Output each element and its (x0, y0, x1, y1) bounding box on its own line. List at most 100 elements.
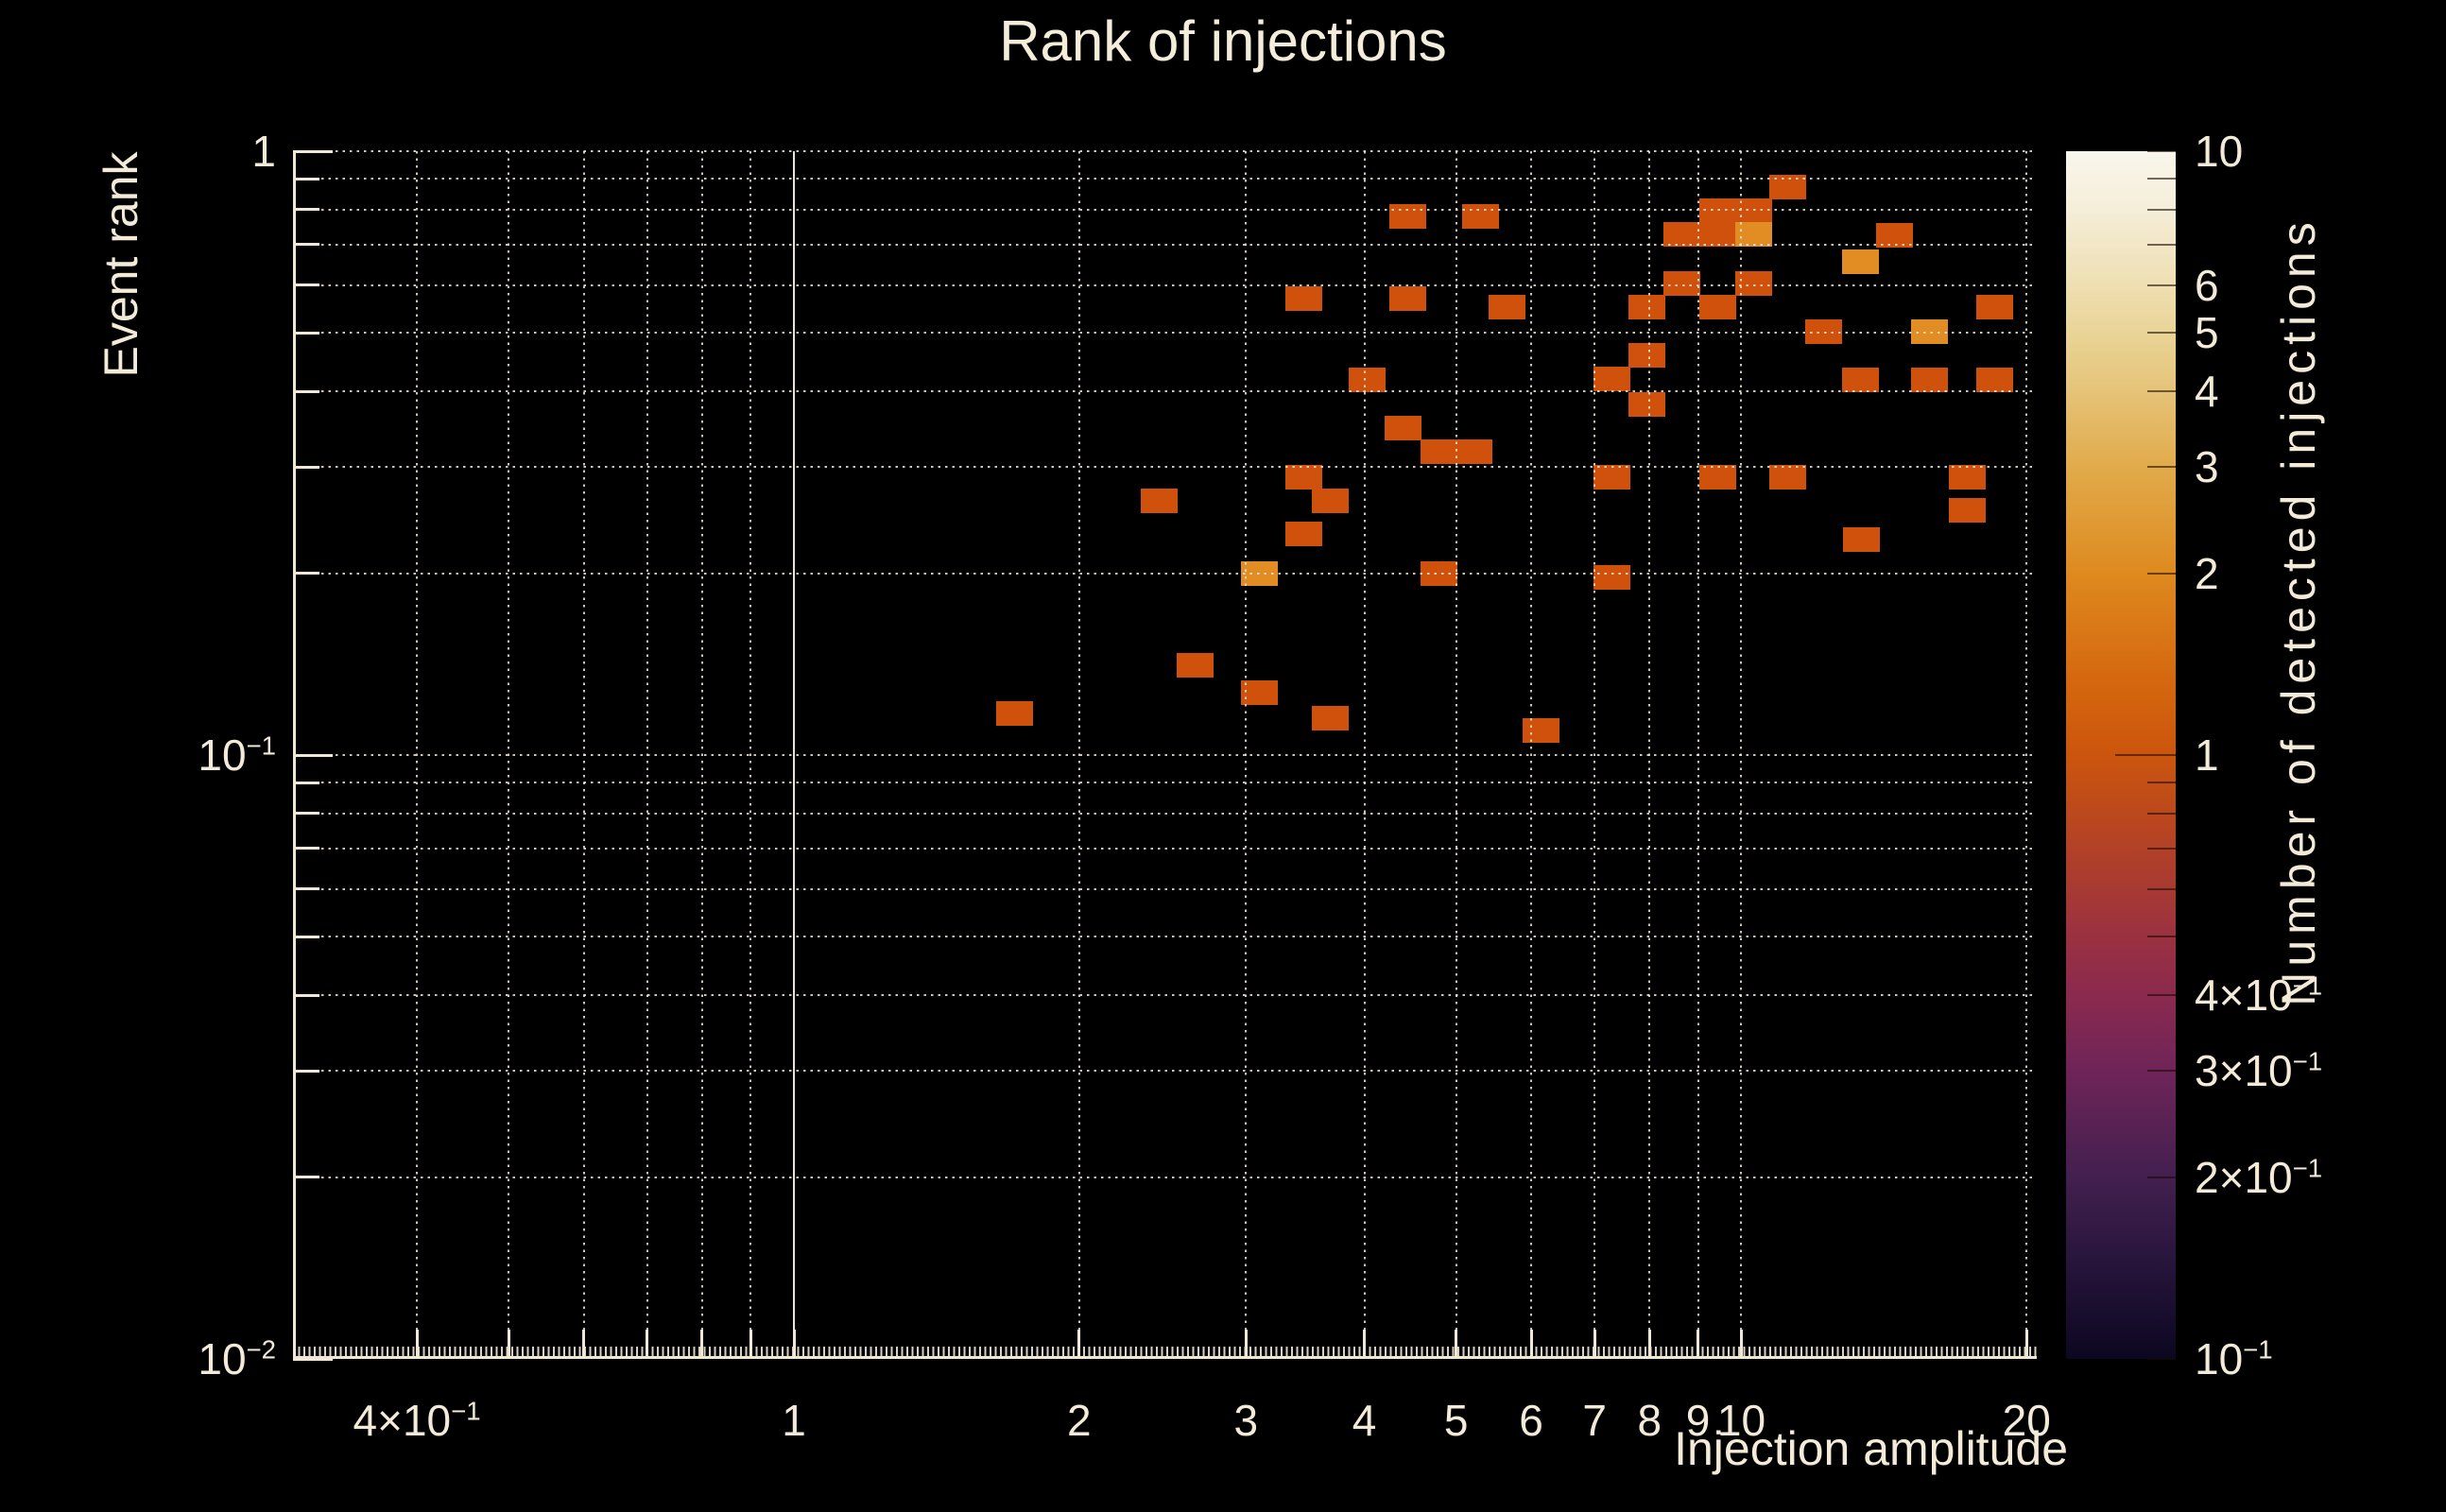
heatmap-cell (1455, 438, 1492, 464)
y-tick-0.03 (293, 1069, 319, 1073)
heatmap-cell (1911, 368, 1949, 393)
y-tick-label: 10−2 (198, 1334, 276, 1383)
y-tick-0.08 (293, 812, 319, 816)
colorbar-tick-0.7 (2147, 847, 2176, 850)
colorbar-tick-label: 2×10−1 (2195, 1152, 2323, 1202)
colorbar-tick-9 (2147, 178, 2176, 180)
colorbar-tick-5 (2147, 332, 2176, 335)
x-tick-label: 1 (782, 1396, 806, 1445)
x-tick-20 (2024, 1330, 2028, 1356)
y-tick-label: 10−1 (198, 730, 276, 780)
gridline-x-8 (1648, 151, 1651, 1359)
x-tick-label: 10 (1716, 1396, 1766, 1445)
heatmap-cell (1699, 465, 1737, 490)
gridline-x-0.9 (749, 151, 752, 1359)
y-major-tick-1 (293, 149, 333, 153)
colorbar-tick-8 (2147, 208, 2176, 211)
gridline-x-1 (793, 151, 795, 1359)
heatmap-cell (1311, 706, 1349, 731)
x-tick-3 (1244, 1330, 1248, 1356)
x-tick-label: 5 (1443, 1396, 1469, 1445)
gridline-x-9 (1697, 151, 1699, 1359)
heatmap-cell (1975, 368, 2013, 393)
heatmap-cell (1523, 717, 1560, 743)
gridline-y-0.04 (293, 994, 2037, 997)
gridline-x-7 (1593, 151, 1596, 1359)
colorbar-tick-label: 4 (2195, 367, 2219, 417)
heatmap-cell (1461, 203, 1499, 229)
colorbar-tick-label: 10−1 (2195, 1334, 2273, 1383)
gridline-y-0.6 (293, 284, 2037, 286)
gridline-x-0.8 (700, 151, 703, 1359)
y-tick-0.06 (293, 887, 319, 891)
heatmap-cell (1389, 203, 1427, 229)
colorbar-tick-0.3 (2147, 1070, 2176, 1073)
heatmap-cell (1628, 343, 1666, 369)
y-tick-0.6 (293, 284, 319, 287)
heatmap-cell (1241, 679, 1279, 705)
x-tick-label: 3 (1233, 1396, 1259, 1445)
colorbar-tick-label: 3×10−1 (2195, 1046, 2323, 1096)
x-tick-0.6 (582, 1330, 586, 1356)
y-tick-0.2 (293, 572, 319, 576)
heatmap-cell (1284, 522, 1322, 547)
gridline-y-0.02 (293, 1176, 2037, 1178)
heatmap-cell (1841, 368, 1879, 393)
colorbar-tick-0.4 (2147, 994, 2176, 997)
colorbar-tick-label: 5 (2195, 308, 2219, 358)
heatmap-cell (1975, 294, 2013, 319)
gridline-y-0.8 (293, 208, 2037, 211)
y-tick-0.9 (293, 177, 319, 180)
x-tick-label: 6 (1519, 1396, 1543, 1445)
gridline-x-5 (1455, 151, 1457, 1359)
chart-title: Rank of injections (999, 9, 1447, 73)
y-tick-0.7 (293, 243, 319, 247)
heatmap-cell (1384, 415, 1421, 440)
heatmap-cell (1593, 465, 1630, 490)
heatmap-cell (1662, 222, 1700, 248)
x-tick-label: 20 (2002, 1396, 2051, 1445)
colorbar-tick-0.5 (2147, 936, 2176, 938)
colorbar-tick-label: 1 (2195, 730, 2219, 780)
colorbar-tick-0.8 (2147, 812, 2176, 815)
x-tick-9 (1697, 1330, 1700, 1356)
colorbar-tick-0.1 (2147, 1358, 2176, 1360)
x-tick-4 (1363, 1330, 1367, 1356)
heatmap-cell (1875, 223, 1913, 249)
heatmap-cell (1804, 318, 1842, 344)
x-tick-0.4 (415, 1330, 419, 1356)
heatmap-cell (1284, 285, 1322, 311)
gridline-y-0.08 (293, 812, 2037, 815)
heatmap-cell (1349, 368, 1387, 393)
y-major-tick-0.01 (293, 1357, 333, 1361)
x-tick-0.9 (749, 1330, 752, 1356)
x-tick-8 (1647, 1330, 1651, 1356)
gridline-y-0.09 (293, 782, 2037, 784)
heatmap-cell (1948, 498, 1986, 524)
colorbar-tick-label: 6 (2195, 260, 2219, 310)
colorbar-tick-label: 3 (2195, 442, 2219, 492)
heatmap-cell (1843, 527, 1881, 553)
y-tick-0.07 (293, 847, 319, 850)
colorbar-tick-6 (2147, 284, 2176, 286)
gridline-y-0.4 (293, 390, 2037, 393)
heatmap-cell (1662, 270, 1700, 296)
colorbar-tick-label: 4×10−1 (2195, 971, 2323, 1021)
x-tick-0.7 (646, 1330, 649, 1356)
gridline-y-1 (293, 150, 2037, 152)
gridline-y-0.03 (293, 1070, 2037, 1073)
heatmap-cell (996, 701, 1034, 727)
heatmap-cell (1141, 488, 1179, 513)
colorbar-tick-3 (2147, 466, 2176, 469)
y-tick-0.04 (293, 993, 319, 997)
x-tick-label: 4 (1352, 1396, 1377, 1445)
gridline-x-2 (1077, 151, 1080, 1359)
y-tick-0.05 (293, 935, 319, 938)
y-major-tick-0.1 (293, 753, 333, 757)
colorbar-tick-0.9 (2147, 782, 2176, 784)
heatmap-cell (1699, 294, 1737, 319)
gridline-x-3 (1245, 151, 1248, 1359)
colorbar-tick-10 (2147, 150, 2176, 152)
x-tick-label: 2 (1066, 1396, 1092, 1445)
gridline-y-0.1 (293, 754, 2037, 756)
